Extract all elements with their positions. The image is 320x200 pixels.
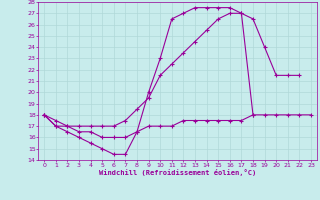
X-axis label: Windchill (Refroidissement éolien,°C): Windchill (Refroidissement éolien,°C) [99, 169, 256, 176]
